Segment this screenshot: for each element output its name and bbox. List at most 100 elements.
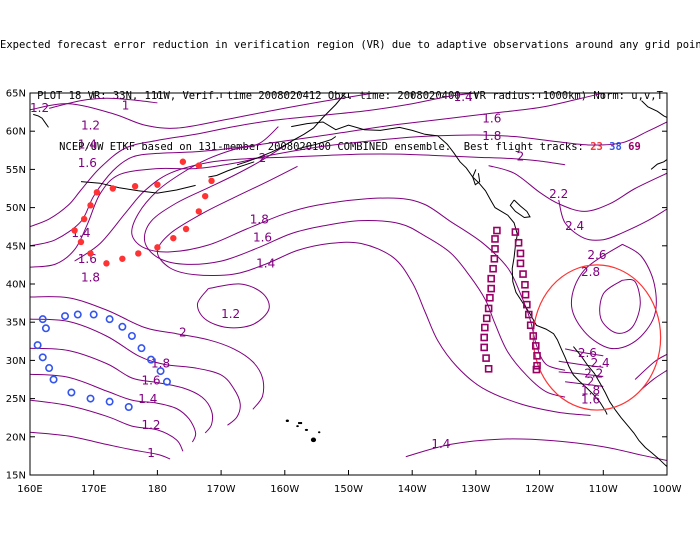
contour-label: 1: [147, 446, 155, 460]
x-tick-label: 130W: [461, 484, 490, 495]
verification-circle: [532, 264, 662, 411]
track-b-point: [147, 355, 156, 364]
contour-label: 1.8: [250, 212, 269, 226]
contour-2: [30, 296, 265, 410]
x-tick-label: 160E: [17, 484, 42, 495]
track-a-point: [87, 250, 94, 257]
track-a-point: [93, 189, 101, 196]
track-a-point: [208, 177, 215, 185]
coastline-segment: [509, 199, 531, 219]
track-a-point: [71, 227, 78, 234]
track-b-point: [118, 322, 127, 331]
contour-label: 1.6: [78, 156, 97, 170]
track-c-point: [482, 354, 490, 362]
y-tick-label: 65N: [6, 89, 26, 100]
contour-1: [48, 97, 158, 109]
y-tick-label: 45N: [6, 241, 26, 252]
y-tick-label: 60N: [6, 127, 26, 138]
contour-1.2: [196, 283, 270, 329]
track-a-point: [131, 183, 139, 190]
track-c-point: [491, 235, 499, 243]
contour-label: 1.6: [253, 231, 272, 245]
track-a-point: [135, 250, 142, 257]
contour-label: 1.2: [81, 118, 100, 132]
y-tick-label: 25N: [6, 394, 26, 405]
contour-2: [641, 369, 667, 390]
axes: 160E 170E 180 170W 160W 150W 140W 130W 120W 110W 1…: [6, 89, 682, 496]
y-tick-label: 35N: [6, 318, 26, 329]
coastline-segment: [291, 121, 608, 415]
coastline-segment: [641, 100, 667, 118]
track-a-point: [182, 225, 190, 233]
track-c-point: [484, 365, 493, 373]
track-c-point: [524, 310, 533, 319]
x-tick-label: 150W: [334, 484, 363, 495]
x-tick-label: 180: [148, 484, 167, 495]
x-tick-label: 140W: [398, 484, 427, 495]
coastline-segment: [573, 346, 667, 467]
track-c-point: [481, 323, 489, 332]
contour-1.8: [30, 318, 241, 426]
track-a-point: [80, 215, 88, 223]
coastline-segment: [208, 161, 255, 178]
track-b-point: [124, 403, 133, 412]
track-c-point: [533, 352, 541, 360]
y-tick-label: 55N: [6, 165, 26, 176]
track-c-point: [490, 254, 499, 263]
contour-label: 2: [179, 325, 187, 339]
track-b-point: [45, 364, 54, 373]
contour-label: 1.6: [141, 374, 160, 388]
track-a-point: [154, 181, 161, 188]
track-c-point: [491, 245, 499, 253]
track-b-point: [156, 367, 165, 376]
contour-1.2: [30, 93, 375, 129]
contour-1.4: [156, 165, 591, 416]
track-b-point: [38, 353, 47, 362]
coastline-segment: [650, 159, 667, 170]
track-c-point: [486, 293, 494, 302]
track-c-point: [482, 314, 491, 323]
track-c-point: [526, 321, 535, 330]
y-tick-label: 50N: [6, 203, 26, 214]
track-c-point: [511, 228, 520, 236]
contour-2.2: [488, 165, 667, 212]
contour-label: 2.6: [587, 248, 606, 262]
track-b-point: [38, 315, 47, 324]
contour-2.8: [599, 278, 641, 334]
contour-label: 1.8: [81, 270, 100, 284]
plot-frame: [29, 92, 668, 476]
track-a-point: [179, 158, 187, 165]
contour-label: 2.2: [584, 367, 603, 381]
track-a-point: [154, 244, 161, 251]
contour-2: [74, 153, 566, 262]
contour-1.6: [30, 347, 214, 434]
track-label-a: 23: [590, 141, 603, 153]
track-c-point: [493, 226, 501, 235]
y-tick-label: 15N: [6, 471, 26, 482]
island: [296, 425, 299, 428]
contour-label: 1.2: [30, 101, 49, 115]
contour-label: 1.4: [431, 437, 450, 451]
track-c-point: [521, 280, 529, 289]
contour-label: 2: [259, 151, 267, 165]
contour-label: 2: [587, 374, 595, 388]
track-c-point: [531, 342, 540, 350]
contour-label: 2.8: [581, 265, 600, 279]
x-tick-label: 120W: [525, 484, 554, 495]
island: [304, 428, 309, 432]
contour-label: 2.4: [591, 356, 610, 370]
track-a-point: [109, 185, 117, 192]
track-c-point: [489, 264, 497, 273]
island: [298, 422, 303, 425]
coastline-segment: [80, 181, 196, 194]
contour-2: [558, 371, 604, 377]
track-c-point: [523, 300, 531, 309]
track-c-point: [487, 274, 495, 283]
contour-label: 1.6: [78, 252, 97, 266]
track-b-point: [162, 377, 171, 386]
track-c-point: [516, 259, 525, 268]
track-c-point: [480, 333, 488, 342]
island: [285, 419, 289, 423]
contour-label: 2.6: [578, 346, 597, 360]
track-b-point: [89, 310, 98, 319]
